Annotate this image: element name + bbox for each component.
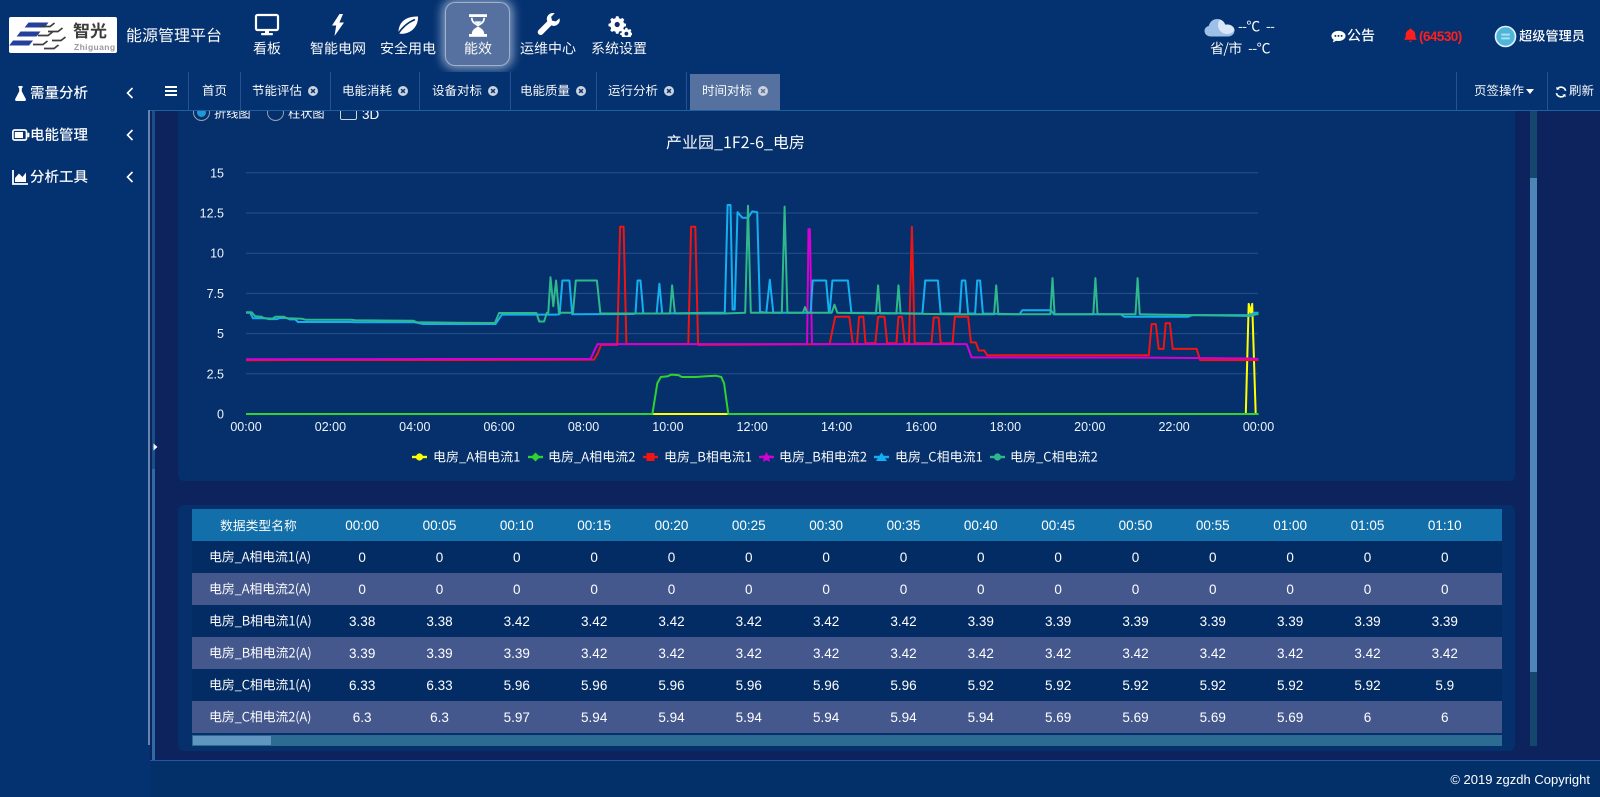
svg-text:08:00: 08:00	[568, 420, 599, 434]
svg-text:15: 15	[210, 166, 224, 180]
svg-text:0: 0	[217, 408, 224, 422]
svg-text:5: 5	[217, 327, 224, 341]
svg-text:12.5: 12.5	[200, 207, 224, 221]
svg-text:22:00: 22:00	[1158, 420, 1189, 434]
svg-text:10:00: 10:00	[652, 420, 683, 434]
svg-text:20:00: 20:00	[1074, 420, 1105, 434]
svg-text:16:00: 16:00	[905, 420, 936, 434]
svg-text:10: 10	[210, 247, 224, 261]
svg-text:00:00: 00:00	[1243, 420, 1274, 434]
svg-text:04:00: 04:00	[399, 420, 430, 434]
svg-text:06:00: 06:00	[483, 420, 514, 434]
svg-text:7.5: 7.5	[207, 287, 224, 301]
svg-text:12:00: 12:00	[737, 420, 768, 434]
svg-text:14:00: 14:00	[821, 420, 852, 434]
svg-text:2.5: 2.5	[207, 367, 224, 381]
svg-text:02:00: 02:00	[315, 420, 346, 434]
svg-text:18:00: 18:00	[990, 420, 1021, 434]
svg-text:00:00: 00:00	[230, 420, 261, 434]
